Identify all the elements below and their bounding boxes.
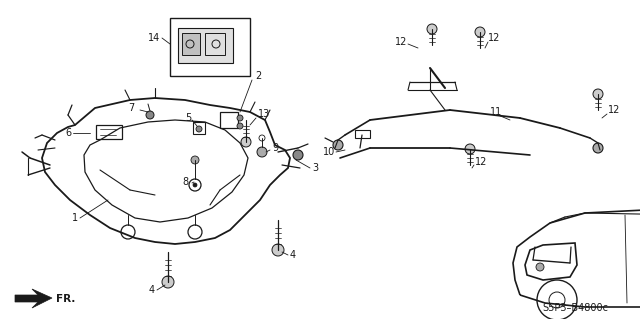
Circle shape (475, 27, 485, 37)
Circle shape (162, 276, 174, 288)
Text: 5: 5 (185, 113, 191, 123)
Circle shape (536, 263, 544, 271)
Text: S5P3–B4800c: S5P3–B4800c (542, 303, 608, 313)
Circle shape (593, 89, 603, 99)
Text: 6: 6 (66, 128, 72, 138)
Text: 7: 7 (128, 103, 134, 113)
Bar (182, 33, 200, 55)
Text: 12: 12 (395, 37, 408, 47)
Text: 4: 4 (149, 285, 155, 295)
Circle shape (293, 150, 303, 160)
Circle shape (237, 123, 243, 129)
Circle shape (193, 183, 197, 187)
Circle shape (146, 111, 154, 119)
Text: 10: 10 (323, 147, 335, 157)
Text: 12: 12 (475, 157, 488, 167)
Text: 9: 9 (272, 143, 278, 153)
Circle shape (465, 144, 475, 154)
Circle shape (241, 137, 251, 147)
Text: 11: 11 (490, 107, 502, 117)
Circle shape (593, 143, 603, 153)
Text: 4: 4 (290, 250, 296, 260)
Bar (178, 28, 233, 63)
Bar (96, 125, 122, 139)
Circle shape (237, 115, 243, 121)
Text: 14: 14 (148, 33, 160, 43)
Text: 2: 2 (255, 71, 261, 81)
Text: 13: 13 (258, 109, 270, 119)
Text: FR.: FR. (56, 294, 76, 304)
Text: 12: 12 (488, 33, 500, 43)
Text: 8: 8 (182, 177, 188, 187)
Text: 1: 1 (72, 213, 78, 223)
Text: 3: 3 (312, 163, 318, 173)
Circle shape (427, 24, 437, 34)
Bar (170, 18, 250, 76)
Circle shape (191, 156, 199, 164)
Bar (355, 130, 370, 138)
Circle shape (272, 244, 284, 256)
Bar (220, 112, 238, 128)
Circle shape (196, 126, 202, 132)
Bar (205, 33, 225, 55)
Bar (193, 122, 205, 134)
Text: 12: 12 (608, 105, 620, 115)
Polygon shape (15, 289, 52, 308)
Circle shape (333, 140, 343, 150)
Circle shape (257, 147, 267, 157)
